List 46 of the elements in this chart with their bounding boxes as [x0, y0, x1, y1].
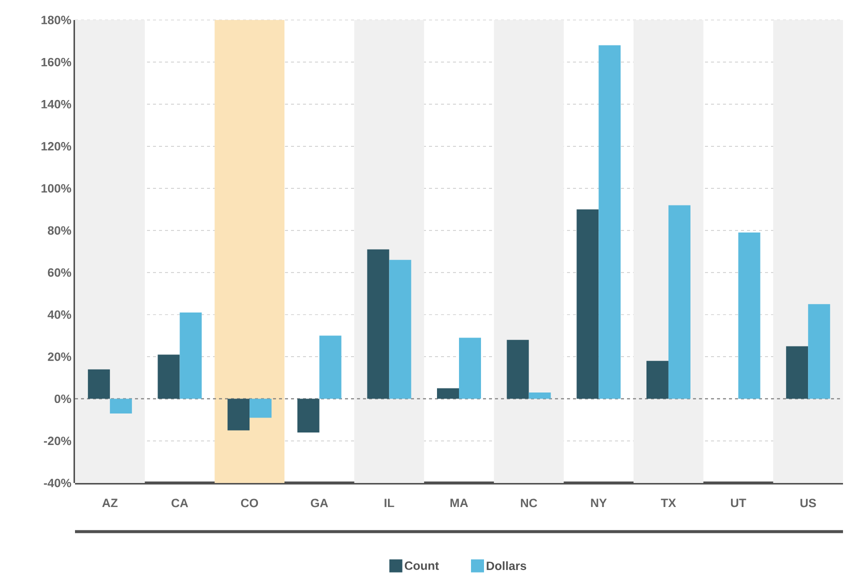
bar	[319, 335, 342, 399]
bar	[437, 388, 460, 399]
bar	[158, 354, 180, 399]
x-tick-label: US	[800, 498, 816, 508]
y-tick-label: -40%	[44, 478, 72, 487]
y-tick-label: 0%	[54, 394, 72, 403]
bar	[786, 346, 808, 399]
y-tick-label: 100%	[42, 184, 72, 192]
x-tick-label: UT	[730, 498, 746, 507]
y-tick-label: 180%	[42, 16, 72, 24]
y-tick-label: 20%	[48, 352, 72, 361]
bar	[250, 398, 272, 418]
y-tick-label: 80%	[48, 226, 72, 234]
bar	[228, 398, 250, 430]
bar	[459, 338, 482, 399]
x-tick-label: NY	[591, 498, 607, 507]
y-tick-label: 40%	[48, 310, 72, 319]
y-tick-label: -20%	[44, 436, 72, 445]
x-tick-label: CO	[241, 498, 258, 508]
x-tick-label: TX	[660, 498, 676, 507]
bar	[646, 360, 668, 399]
bar	[88, 369, 110, 399]
y-tick-label: 140%	[42, 100, 72, 108]
legend-label: Dollars	[486, 561, 526, 570]
bar	[738, 232, 760, 399]
bar	[389, 260, 412, 399]
bar	[808, 304, 830, 399]
bar	[576, 209, 599, 399]
bar	[110, 398, 132, 414]
bar	[180, 312, 202, 399]
x-tick-label: GA	[310, 498, 328, 508]
legend-label: Count	[404, 561, 439, 570]
y-tick-label: 160%	[42, 58, 72, 66]
y-tick-label: 60%	[48, 268, 72, 277]
x-tick-label: AZ	[102, 498, 118, 507]
x-tick-label: IL	[384, 498, 394, 507]
bar	[528, 392, 551, 399]
x-tick-label: CA	[172, 498, 188, 508]
bar	[668, 204, 690, 399]
x-tick-label: MA	[450, 498, 468, 507]
bar	[297, 398, 320, 432]
bar	[598, 45, 621, 399]
x-tick-label: NC	[520, 498, 538, 508]
bar	[367, 249, 390, 399]
y-tick-label: 120%	[42, 142, 72, 150]
bar	[506, 340, 529, 399]
